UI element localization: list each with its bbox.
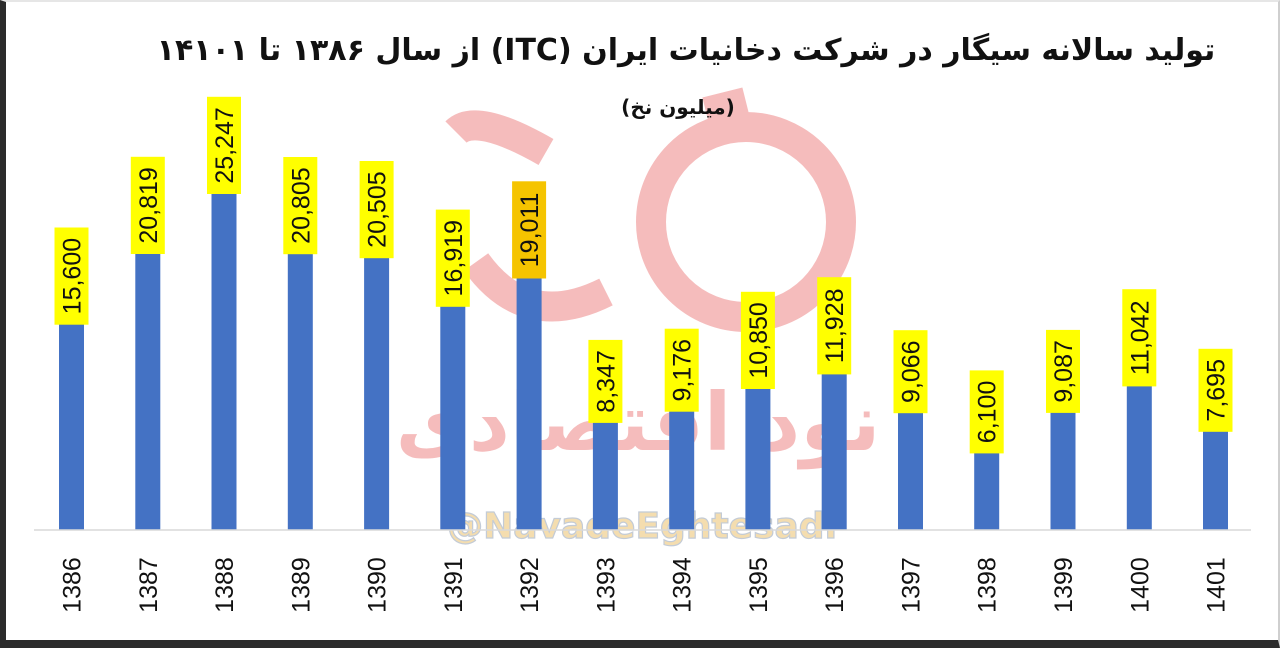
value-label-1395: 10,850 (745, 302, 773, 378)
x-tick-1391: 1391 (440, 557, 468, 613)
bar-1398 (974, 447, 1000, 530)
value-label-1386: 15,600 (59, 238, 87, 314)
value-label-1400: 11,042 (1126, 300, 1154, 375)
bar-1394 (669, 405, 695, 530)
x-tick-1400: 1400 (1126, 557, 1154, 613)
value-label-bg-1388 (207, 96, 241, 194)
x-tick-1389: 1389 (287, 557, 315, 613)
bar-1396 (821, 368, 847, 530)
value-label-bg-1396 (817, 277, 852, 375)
bar-chart: نود اقتصادی @NavadeEghtesadi تولید سالان… (34, 32, 1251, 613)
value-label-bg-1390 (359, 161, 394, 259)
bar-1392 (516, 272, 542, 530)
bar-1386 (59, 318, 84, 530)
value-label-bg-1391 (435, 209, 470, 307)
value-label-1398: 6,100 (974, 381, 1002, 444)
chart-subtitle: (میلیون نخ) (621, 95, 735, 119)
bar-1389 (287, 248, 313, 530)
value-label-1399: 9,087 (1050, 340, 1078, 403)
value-label-1393: 8,347 (592, 350, 620, 413)
x-tick-1388: 1388 (211, 557, 239, 613)
value-label-1394: 9,176 (669, 339, 697, 402)
value-label-1388: 25,247 (211, 107, 239, 183)
value-label-bg-1393 (588, 339, 623, 423)
x-tick-1392: 1392 (516, 557, 544, 613)
value-label-1392: 19,011 (516, 193, 544, 268)
x-tick-1397: 1397 (898, 557, 926, 613)
value-label-bg-1395 (740, 291, 775, 389)
bar-1401 (1203, 425, 1228, 530)
bar-1391 (440, 300, 466, 530)
x-tick-1393: 1393 (592, 557, 620, 613)
x-tick-labels-group: 1386 1387 1388 1389 1390 1391 1392 1393 1394 1395… (59, 557, 1231, 613)
bar-1399 (1050, 406, 1076, 530)
value-label-1387: 20,819 (135, 167, 163, 243)
value-label-1391: 16,919 (440, 220, 468, 296)
bar-1400 (1126, 380, 1152, 530)
value-label-bg-1386 (54, 227, 89, 325)
x-tick-1394: 1394 (669, 557, 697, 613)
bar-1387 (135, 248, 161, 530)
watermark-handle-text: @NavadeEghtesadi (447, 506, 837, 547)
value-label-bg-1387 (130, 156, 165, 254)
value-label-bg-1397 (893, 330, 928, 414)
x-tick-1387: 1387 (135, 557, 163, 613)
x-tick-1390: 1390 (364, 557, 392, 613)
bar-1390 (364, 252, 390, 530)
bar-1397 (898, 407, 923, 530)
bar-1395 (745, 383, 771, 530)
watermark-arabic-text: نود اقتصادی (396, 376, 881, 470)
x-tick-1396: 1396 (821, 557, 849, 613)
value-label-1389: 20,805 (287, 167, 315, 243)
value-label-bg-1394 (664, 328, 699, 412)
value-label-1396: 11,928 (821, 288, 849, 363)
bar-1388 (211, 188, 237, 530)
value-label-1397: 9,066 (898, 340, 926, 403)
bars-group (59, 188, 1228, 530)
value-label-bg-1398 (969, 370, 1004, 454)
x-tick-1398: 1398 (974, 557, 1002, 613)
x-tick-1399: 1399 (1050, 557, 1078, 613)
value-labels-group: 15,600 20,819 25,247 20,805 20,505 16,919 19,0… (54, 96, 1233, 454)
bar-1393 (592, 416, 618, 530)
value-label-bg-1400 (1122, 289, 1157, 387)
watermark: نود اقتصادی @NavadeEghtesadi (396, 87, 881, 548)
value-label-bg-1392 (512, 181, 547, 279)
value-label-bg-1389 (283, 157, 318, 255)
chart-title: تولید سالانه سیگار در شرکت دخانیات ایران… (157, 32, 1216, 68)
value-label-1390: 20,505 (364, 171, 392, 247)
x-tick-1395: 1395 (745, 557, 773, 613)
x-tick-1386: 1386 (59, 557, 87, 613)
value-label-bg-1399 (1046, 329, 1080, 413)
value-label-bg-1401 (1198, 348, 1233, 432)
value-label-1401: 7,695 (1203, 359, 1231, 422)
x-tick-1401: 1401 (1203, 557, 1231, 613)
